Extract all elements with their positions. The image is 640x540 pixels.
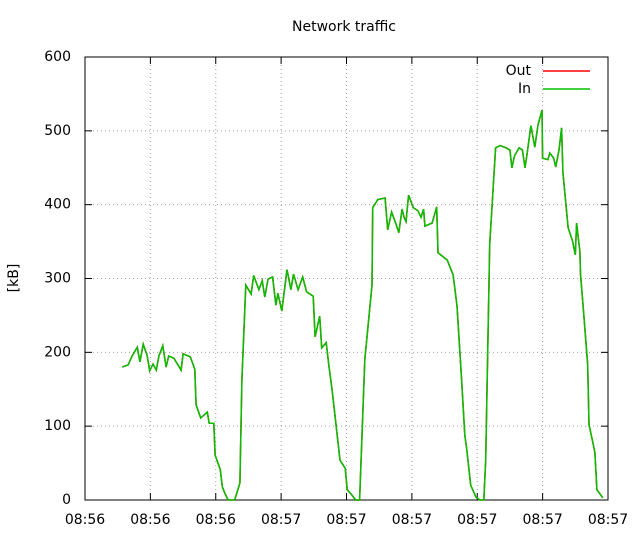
y-axis-label: [kB]: [6, 264, 22, 293]
y-tick-label: 500: [44, 123, 71, 139]
x-tick-label: 08:56: [196, 512, 236, 528]
x-tick-label: 08:57: [326, 512, 366, 528]
y-tick-label: 300: [44, 271, 71, 287]
data-line: [122, 110, 604, 501]
x-tick-label: 08:57: [392, 512, 432, 528]
x-tick-label: 08:57: [588, 512, 628, 528]
y-tick-label: 100: [44, 418, 71, 434]
x-tick-label: 08:56: [65, 512, 105, 528]
x-tick-label: 08:57: [522, 512, 562, 528]
y-tick-label: 200: [44, 344, 71, 360]
chart-title: Network traffic: [292, 19, 396, 35]
legend-label: Out: [506, 63, 532, 79]
y-tick-label: 400: [44, 197, 71, 213]
y-tick-label: 600: [44, 49, 71, 65]
data-line: [122, 110, 604, 501]
legend-label: In: [518, 81, 531, 97]
y-tick-label: 0: [62, 492, 71, 508]
x-tick-label: 08:57: [457, 512, 497, 528]
plot-border: [84, 56, 609, 501]
x-tick-label: 08:56: [130, 512, 170, 528]
x-tick-label: 08:57: [261, 512, 301, 528]
